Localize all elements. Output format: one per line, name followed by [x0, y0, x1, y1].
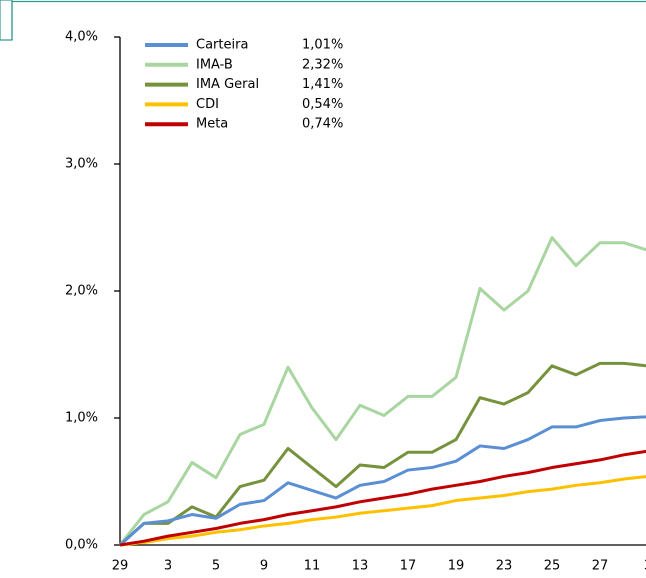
- legend-value: 1,41%: [302, 77, 343, 92]
- x-tick-label: 29: [112, 559, 129, 574]
- x-tick-label: 19: [448, 559, 465, 574]
- frame-tab: [0, 0, 13, 41]
- x-tick-label: 27: [592, 559, 609, 574]
- legend-label: Meta: [196, 117, 228, 132]
- legend-label: IMA Geral: [196, 77, 259, 92]
- y-tick-label: 4,0%: [65, 30, 98, 45]
- x-tick-label: 3: [644, 559, 646, 574]
- series-line: [119, 475, 646, 547]
- series-line: [119, 449, 646, 547]
- x-tick-label: 25: [544, 559, 561, 574]
- legend-value: 1,01%: [302, 38, 343, 53]
- x-tick-label: 23: [496, 559, 513, 574]
- y-tick-label: 1,0%: [65, 411, 98, 426]
- x-tick-label: 9: [260, 559, 268, 574]
- frame: [11, 0, 646, 40]
- x-tick-label: 17: [400, 559, 417, 574]
- legend-value: 0,74%: [302, 117, 343, 132]
- legend-value: 2,32%: [302, 57, 343, 72]
- y-tick-label: 3,0%: [65, 157, 98, 172]
- legend-label: Carteira: [196, 38, 248, 53]
- legend-label: CDI: [196, 97, 219, 112]
- series-line: [118, 415, 646, 547]
- y-tick-label: 2,0%: [65, 284, 98, 299]
- x-tick-label: 13: [352, 559, 369, 574]
- x-tick-label: 5: [212, 559, 220, 574]
- series-line: [118, 236, 646, 546]
- y-tick-label: 0,0%: [65, 538, 98, 553]
- legend-label: IMA-B: [196, 57, 233, 72]
- x-tick-label: 11: [304, 559, 321, 574]
- x-tick-label: 3: [164, 559, 172, 574]
- series-line: [118, 361, 646, 547]
- legend-value: 0,54%: [302, 97, 343, 112]
